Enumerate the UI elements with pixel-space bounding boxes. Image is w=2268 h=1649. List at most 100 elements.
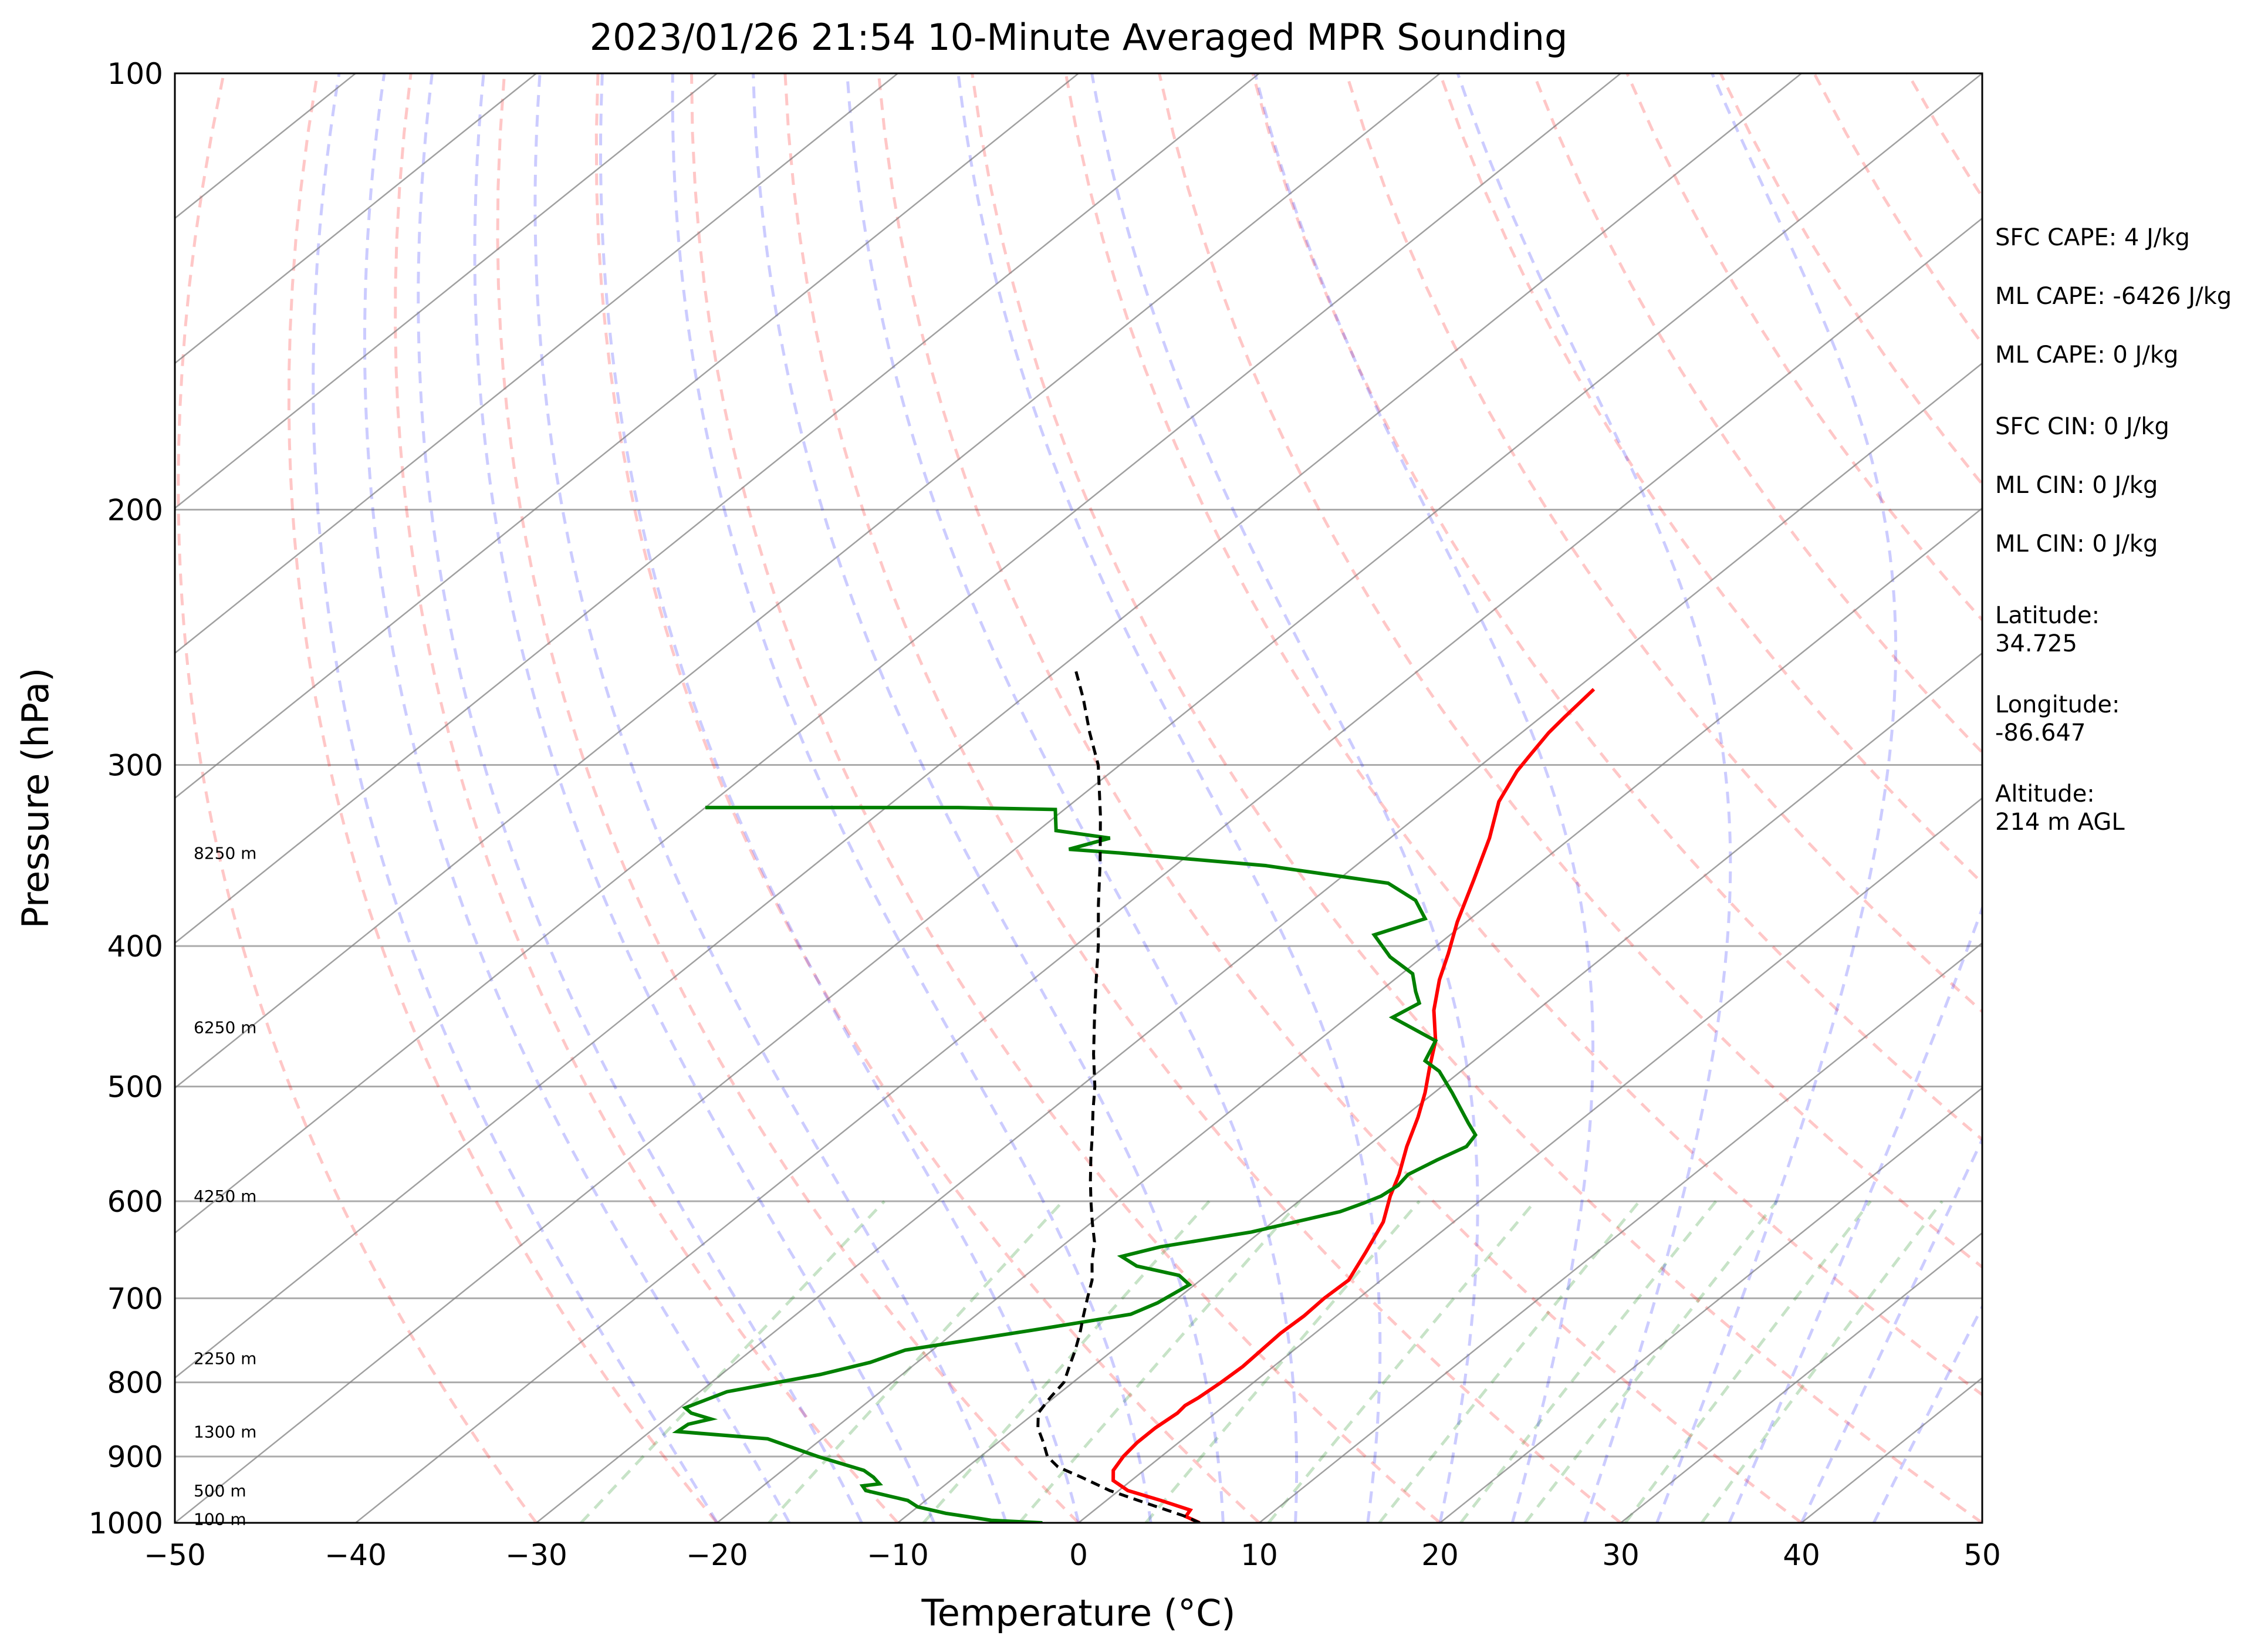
sfc-cin-text: SFC CIN: 0 J/kg <box>1995 413 2169 440</box>
x-tick-label: −50 <box>144 1538 206 1572</box>
dry-adiabat-line <box>783 73 1622 1523</box>
height-label: 6250 m <box>194 1018 256 1037</box>
ml-cin-text-2: ML CIN: 0 J/kg <box>1995 530 2158 557</box>
x-tick-label: 40 <box>1783 1538 1820 1572</box>
moist-adiabat-line <box>363 73 791 1523</box>
moist-adiabat-line <box>956 73 1382 1523</box>
ml-cape-text-2: ML CAPE: 0 J/kg <box>1995 342 2178 369</box>
altitude-value: 214 m AGL <box>1995 809 2125 836</box>
moist-adiabat-line <box>846 73 1299 1523</box>
moist-adiabat-line <box>1456 73 1732 1523</box>
mixing-ratio-line <box>1378 1200 1641 1523</box>
isotherm-line <box>1078 797 1982 1523</box>
x-tick-label: −20 <box>686 1538 748 1572</box>
isotherm-line <box>175 73 898 654</box>
x-tick-label: 50 <box>1963 1538 2001 1572</box>
height-labels: 8250 m 6250 m 4250 m 2250 m 1300 m 500 m… <box>194 843 256 1529</box>
y-tick-label: 800 <box>107 1366 163 1400</box>
height-label: 2250 m <box>194 1349 256 1368</box>
y-tick-label: 400 <box>107 930 163 964</box>
x-tick-label: −40 <box>325 1538 387 1572</box>
isotherm-line <box>1620 1232 1982 1523</box>
moist-adiabat-line <box>417 73 863 1523</box>
y-tick-label: 600 <box>107 1185 163 1219</box>
moist-adiabat-line <box>1655 73 1898 1523</box>
y-tick-label: 700 <box>107 1282 163 1316</box>
isobar-gridlines <box>175 73 1982 1523</box>
ml-cape-text: ML CAPE: -6426 J/kg <box>1995 283 2232 310</box>
moist-adiabat-line <box>671 73 1152 1523</box>
sfc-cape-text: SFC CAPE: 4 J/kg <box>1995 224 2190 251</box>
x-tick-label: 0 <box>1069 1538 1088 1572</box>
x-axis: −50 −40 −30 −20 −10 0 10 20 30 40 50 <box>144 1538 2001 1572</box>
profile-series <box>672 670 1596 1523</box>
height-label: 4250 m <box>194 1187 256 1206</box>
latitude-value: 34.725 <box>1995 630 2077 657</box>
isotherm-line <box>536 362 1982 1523</box>
dry-adiabat-line <box>1064 73 1982 1397</box>
y-tick-label: 300 <box>107 749 163 783</box>
dry-adiabat-line <box>1345 73 1982 1014</box>
moist-adiabat-line <box>1253 73 1595 1523</box>
isotherm-line <box>175 73 537 364</box>
x-tick-label: 10 <box>1241 1538 1278 1572</box>
height-label: 500 m <box>194 1481 246 1501</box>
x-tick-label: −10 <box>867 1538 929 1572</box>
dry-adiabat-line <box>1251 73 1982 1142</box>
x-tick-label: −30 <box>505 1538 567 1572</box>
isotherm-line <box>175 73 1441 1089</box>
y-tick-label: 1000 <box>89 1506 163 1540</box>
moist-adiabats <box>312 73 1982 1523</box>
plot-frame <box>174 72 1983 1524</box>
mixing-ratio-line <box>1624 1200 1872 1523</box>
isotherm-line <box>1439 1087 1982 1523</box>
mixing-ratio-line <box>1524 1200 1778 1523</box>
dry-adiabat-line <box>1438 73 1982 885</box>
x-axis-label: Temperature (°C) <box>921 1591 1235 1634</box>
height-label: 1300 m <box>194 1422 256 1441</box>
dry-adiabat-line <box>594 73 1260 1523</box>
y-tick-label: 500 <box>107 1070 163 1104</box>
skewed-isotherms <box>175 73 1982 1523</box>
parcel-profile-line <box>1036 670 1201 1523</box>
latitude-label: Latitude: <box>1995 602 2100 629</box>
dry-adiabat-line <box>394 73 899 1523</box>
moist-adiabat-line <box>752 73 1225 1523</box>
moist-adiabat-line <box>473 73 935 1523</box>
isotherm-line <box>175 73 718 509</box>
dry-adiabat-line <box>690 73 1441 1523</box>
longitude-label: Longitude: <box>1995 691 2120 718</box>
dry-adiabat-line <box>496 73 1080 1523</box>
y-tick-label: 100 <box>107 57 163 91</box>
temperature-profile-line <box>1111 688 1596 1523</box>
mixing-ratio-line <box>1144 1200 1421 1523</box>
isotherm-line <box>897 652 1982 1523</box>
dry-adiabat-line <box>177 73 538 1523</box>
mixing-ratio-line <box>1459 1200 1718 1523</box>
y-tick-label: 900 <box>107 1440 163 1474</box>
isotherm-line <box>175 73 1079 799</box>
y-axis-label: Pressure (hPa) <box>14 668 57 929</box>
isotherm-line <box>1259 942 1982 1523</box>
moist-adiabat-line <box>533 73 1008 1523</box>
isotherm-line <box>175 73 1982 1523</box>
y-axis: 1000 900 800 700 600 500 400 300 200 100 <box>89 57 163 1540</box>
height-label: 100 m <box>194 1510 246 1529</box>
moist-adiabat-line <box>1728 904 1982 1523</box>
longitude-value: -86.647 <box>1995 719 2086 746</box>
altitude-label: Altitude: <box>1995 780 2095 807</box>
dewpoint-profile-line <box>672 806 1478 1523</box>
dry-adiabat-line <box>877 73 1803 1523</box>
mixing-ratio-line <box>1018 1200 1301 1523</box>
moist-adiabat-line <box>312 73 719 1523</box>
chart-title: 2023/01/26 21:54 10-Minute Averaged MPR … <box>590 16 1568 59</box>
dry-adiabats <box>177 73 1982 1523</box>
x-tick-label: 30 <box>1602 1538 1640 1572</box>
moist-adiabat-line <box>599 73 1080 1523</box>
dry-adiabat-line <box>971 73 1982 1523</box>
isotherm-line <box>175 73 1260 944</box>
dry-adiabat-line <box>287 73 718 1523</box>
x-tick-label: 20 <box>1421 1538 1459 1572</box>
isotherm-line <box>175 73 1802 1379</box>
